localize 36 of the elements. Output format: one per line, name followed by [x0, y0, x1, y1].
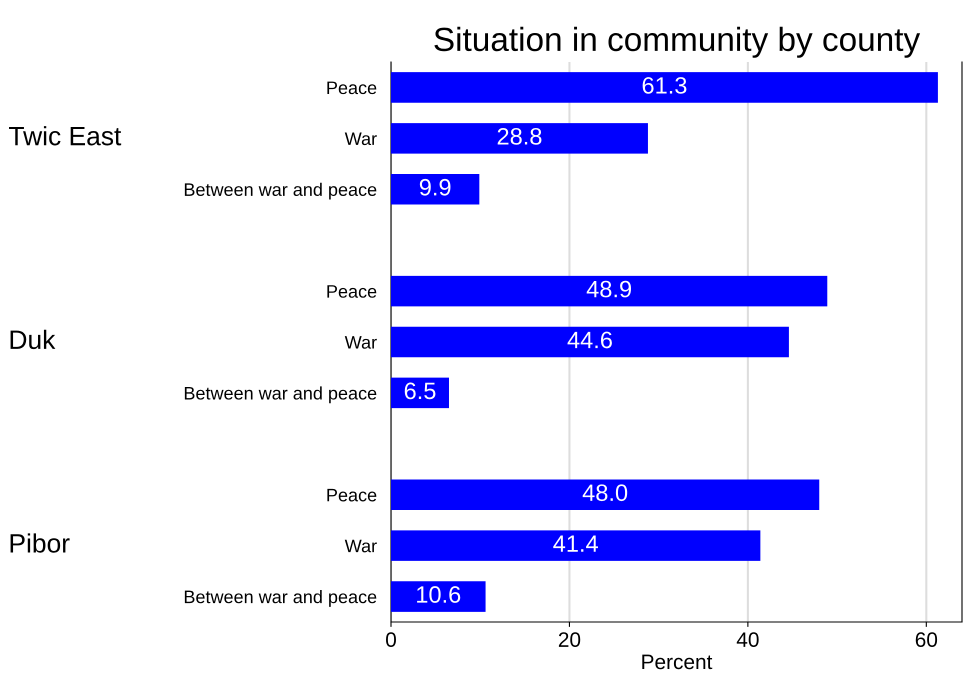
bar: [391, 123, 648, 154]
data-label: 10.6: [417, 586, 460, 603]
bar: [391, 72, 938, 103]
bar: [391, 581, 486, 612]
data-label: 48.9: [586, 280, 631, 298]
text: Twic East: [9, 126, 122, 146]
y-tick-label: Between war and peace: [184, 590, 376, 607]
y-tick-label: Between war and peace: [184, 386, 376, 404]
x-tick-label: 60: [916, 632, 938, 648]
y-tick-label: Peace: [327, 285, 376, 298]
y-tick-label: Between war and peace: [184, 182, 376, 200]
y-tick-label: War: [344, 132, 377, 146]
x-tick-label: 20: [558, 632, 580, 648]
text: Pibor: [10, 533, 70, 553]
chart-title: Situation in community by county: [434, 26, 920, 58]
bar: [391, 276, 828, 306]
bar: [391, 378, 449, 408]
bar: [391, 326, 789, 358]
data-label: 61.3: [642, 77, 686, 94]
data-label: 44.6: [568, 332, 612, 348]
data-label: 41.4: [553, 536, 598, 552]
y-tick-label: Peace: [327, 488, 376, 502]
data-label: 48.0: [582, 484, 628, 502]
data-label: 28.8: [498, 128, 542, 145]
y-tick-label: Peace: [327, 82, 376, 94]
data-label: 9.9: [420, 178, 450, 196]
bar: [391, 479, 820, 510]
bar: [391, 174, 480, 205]
x-tick-label: 0: [386, 632, 396, 648]
text: Duk: [10, 330, 56, 350]
y-tick-label: War: [344, 540, 377, 552]
x-tick-label: 40: [736, 632, 759, 648]
data-label: 6.5: [404, 382, 436, 400]
bar: [391, 530, 760, 561]
x-axis-title: Percent: [642, 654, 712, 670]
y-tick-label: War: [344, 336, 377, 349]
